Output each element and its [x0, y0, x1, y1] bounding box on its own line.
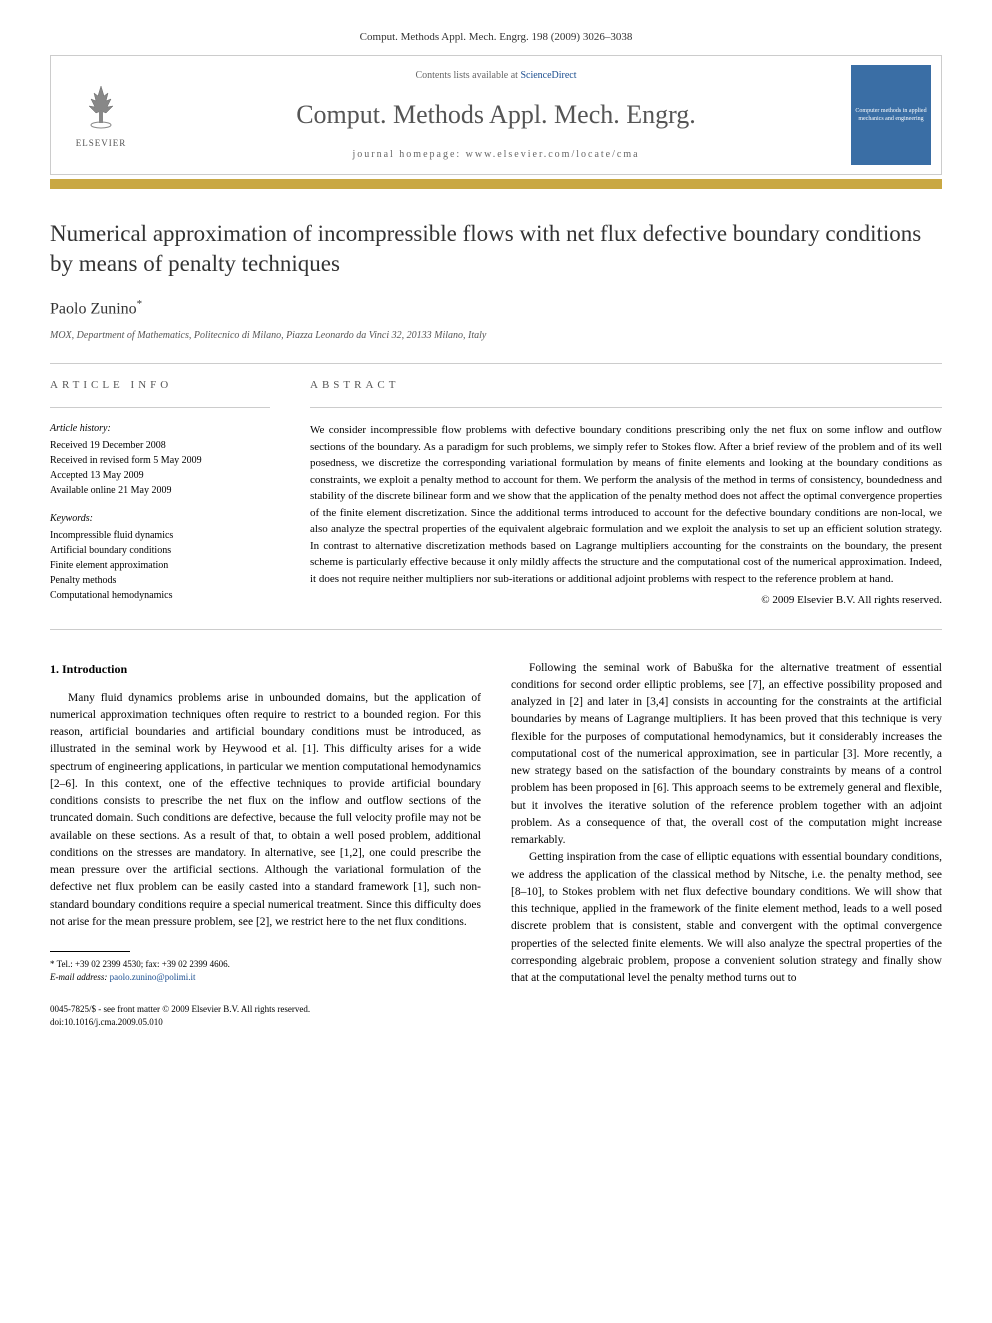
article-info-label: ARTICLE INFO	[50, 378, 270, 393]
cover-text: Computer methods in applied mechanics an…	[855, 107, 927, 124]
meta-row: ARTICLE INFO Article history: Received 1…	[50, 378, 942, 609]
abstract-text: We consider incompressible flow problems…	[310, 422, 942, 587]
separator	[50, 407, 270, 408]
author-name: Paolo Zunino*	[50, 297, 942, 321]
history-item: Accepted 13 May 2009	[50, 468, 270, 483]
keyword-item: Penalty methods	[50, 573, 270, 588]
body-paragraph: Following the seminal work of Babuška fo…	[511, 660, 942, 850]
article-info-column: ARTICLE INFO Article history: Received 1…	[50, 378, 270, 609]
footnote-tel: * Tel.: +39 02 2399 4530; fax: +39 02 23…	[50, 958, 481, 971]
homepage-prefix: journal homepage:	[352, 149, 465, 160]
left-column: 1. Introduction Many fluid dynamics prob…	[50, 660, 481, 1029]
footer-line-1: 0045-7825/$ - see front matter © 2009 El…	[50, 1003, 481, 1016]
separator	[310, 407, 942, 408]
journal-reference: Comput. Methods Appl. Mech. Engrg. 198 (…	[50, 30, 942, 45]
contents-prefix: Contents lists available at	[415, 70, 520, 81]
history-item: Available online 21 May 2009	[50, 483, 270, 498]
abstract-label: ABSTRACT	[310, 378, 942, 393]
body-paragraph: Getting inspiration from the case of ell…	[511, 849, 942, 987]
keyword-item: Computational hemodynamics	[50, 588, 270, 603]
body-columns: 1. Introduction Many fluid dynamics prob…	[50, 660, 942, 1029]
contents-available: Contents lists available at ScienceDirec…	[151, 69, 841, 83]
keyword-item: Incompressible fluid dynamics	[50, 528, 270, 543]
keywords-label: Keywords:	[50, 512, 270, 526]
sciencedirect-link[interactable]: ScienceDirect	[520, 70, 576, 81]
history-item: Received in revised form 5 May 2009	[50, 453, 270, 468]
section-title: Introduction	[62, 662, 127, 676]
elsevier-tree-icon	[61, 81, 141, 137]
footer-doi: doi:10.1016/j.cma.2009.05.010	[50, 1016, 481, 1029]
email-link[interactable]: paolo.zunino@polimi.it	[110, 972, 196, 982]
abstract-copyright: © 2009 Elsevier B.V. All rights reserved…	[310, 593, 942, 608]
gold-separator-bar	[50, 179, 942, 189]
history-label: Article history:	[50, 422, 270, 436]
corresponding-author-footnote: * Tel.: +39 02 2399 4530; fax: +39 02 23…	[50, 958, 481, 983]
article-title: Numerical approximation of incompressibl…	[50, 219, 942, 279]
author-marker: *	[137, 298, 143, 310]
footer-copyright: 0045-7825/$ - see front matter © 2009 El…	[50, 1003, 481, 1028]
body-paragraph: Many fluid dynamics problems arise in un…	[50, 690, 481, 932]
publisher-logo: ELSEVIER	[51, 71, 151, 160]
separator	[50, 629, 942, 630]
author-text: Paolo Zunino	[50, 301, 137, 318]
journal-title: Comput. Methods Appl. Mech. Engrg.	[151, 97, 841, 133]
separator	[50, 363, 942, 364]
email-label: E-mail address:	[50, 972, 107, 982]
keyword-item: Finite element approximation	[50, 558, 270, 573]
keyword-item: Artificial boundary conditions	[50, 543, 270, 558]
homepage-url: www.elsevier.com/locate/cma	[466, 149, 640, 160]
section-number: 1.	[50, 662, 59, 676]
journal-cover-thumbnail: Computer methods in applied mechanics an…	[851, 65, 931, 165]
journal-homepage: journal homepage: www.elsevier.com/locat…	[151, 148, 841, 162]
section-heading: 1. Introduction	[50, 660, 481, 678]
abstract-column: ABSTRACT We consider incompressible flow…	[310, 378, 942, 609]
journal-header: ELSEVIER Contents lists available at Sci…	[50, 55, 942, 175]
right-column: Following the seminal work of Babuška fo…	[511, 660, 942, 1029]
header-center: Contents lists available at ScienceDirec…	[151, 69, 841, 161]
footnote-email-line: E-mail address: paolo.zunino@polimi.it	[50, 971, 481, 984]
publisher-name: ELSEVIER	[61, 137, 141, 150]
footnote-separator	[50, 951, 130, 952]
history-item: Received 19 December 2008	[50, 438, 270, 453]
author-affiliation: MOX, Department of Mathematics, Politecn…	[50, 329, 942, 343]
